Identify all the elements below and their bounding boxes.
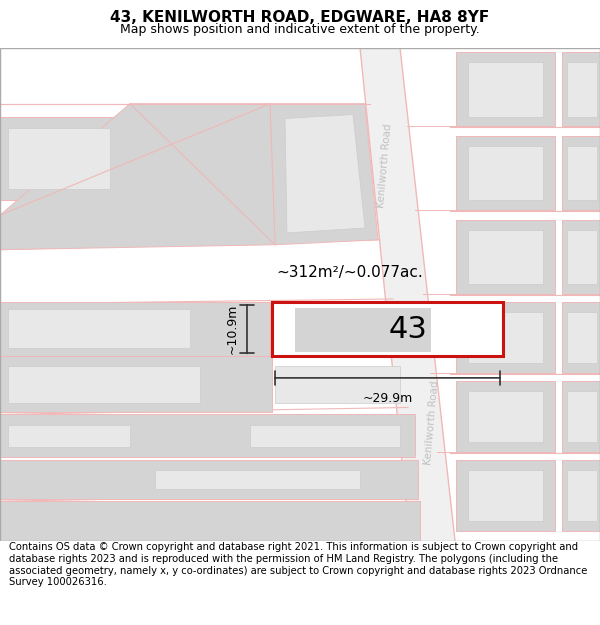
Polygon shape bbox=[456, 302, 555, 373]
Polygon shape bbox=[567, 391, 597, 442]
Polygon shape bbox=[275, 366, 400, 403]
Polygon shape bbox=[456, 136, 555, 210]
Polygon shape bbox=[8, 425, 130, 447]
Polygon shape bbox=[456, 460, 555, 531]
Polygon shape bbox=[8, 309, 190, 348]
Polygon shape bbox=[468, 312, 543, 363]
Polygon shape bbox=[567, 62, 597, 116]
Polygon shape bbox=[567, 230, 597, 284]
Polygon shape bbox=[468, 146, 543, 201]
Polygon shape bbox=[270, 104, 378, 245]
Polygon shape bbox=[0, 104, 275, 249]
Polygon shape bbox=[468, 62, 543, 116]
Text: ~29.9m: ~29.9m bbox=[362, 392, 413, 405]
Polygon shape bbox=[456, 52, 555, 126]
Text: ~312m²/~0.077ac.: ~312m²/~0.077ac. bbox=[277, 265, 424, 280]
Polygon shape bbox=[562, 52, 600, 126]
Polygon shape bbox=[0, 356, 272, 412]
Polygon shape bbox=[0, 116, 120, 201]
Polygon shape bbox=[8, 366, 200, 403]
Polygon shape bbox=[456, 381, 555, 452]
Polygon shape bbox=[567, 146, 597, 201]
Polygon shape bbox=[567, 469, 597, 521]
Polygon shape bbox=[562, 302, 600, 373]
Polygon shape bbox=[250, 425, 400, 447]
Polygon shape bbox=[468, 469, 543, 521]
Polygon shape bbox=[468, 391, 543, 442]
Polygon shape bbox=[0, 302, 270, 356]
Text: ~10.9m: ~10.9m bbox=[226, 304, 239, 354]
Polygon shape bbox=[567, 312, 597, 363]
Polygon shape bbox=[155, 469, 360, 489]
Polygon shape bbox=[468, 230, 543, 284]
Text: Contains OS data © Crown copyright and database right 2021. This information is : Contains OS data © Crown copyright and d… bbox=[9, 542, 587, 587]
Bar bbox=[272, 302, 503, 356]
Polygon shape bbox=[562, 136, 600, 210]
Polygon shape bbox=[0, 414, 415, 457]
Polygon shape bbox=[562, 381, 600, 452]
Text: Map shows position and indicative extent of the property.: Map shows position and indicative extent… bbox=[120, 22, 480, 36]
Polygon shape bbox=[272, 302, 503, 356]
Text: Kenilworth Road: Kenilworth Road bbox=[424, 380, 440, 465]
Polygon shape bbox=[295, 308, 430, 351]
Polygon shape bbox=[456, 220, 555, 294]
Polygon shape bbox=[360, 48, 455, 541]
Polygon shape bbox=[562, 220, 600, 294]
Polygon shape bbox=[295, 308, 430, 351]
Text: 43: 43 bbox=[388, 314, 427, 344]
Polygon shape bbox=[8, 128, 110, 189]
Polygon shape bbox=[562, 460, 600, 531]
Polygon shape bbox=[0, 460, 418, 499]
Polygon shape bbox=[0, 501, 420, 541]
Polygon shape bbox=[285, 114, 365, 233]
Text: Kenilworth Road: Kenilworth Road bbox=[376, 123, 394, 208]
Text: 43, KENILWORTH ROAD, EDGWARE, HA8 8YF: 43, KENILWORTH ROAD, EDGWARE, HA8 8YF bbox=[110, 9, 490, 24]
